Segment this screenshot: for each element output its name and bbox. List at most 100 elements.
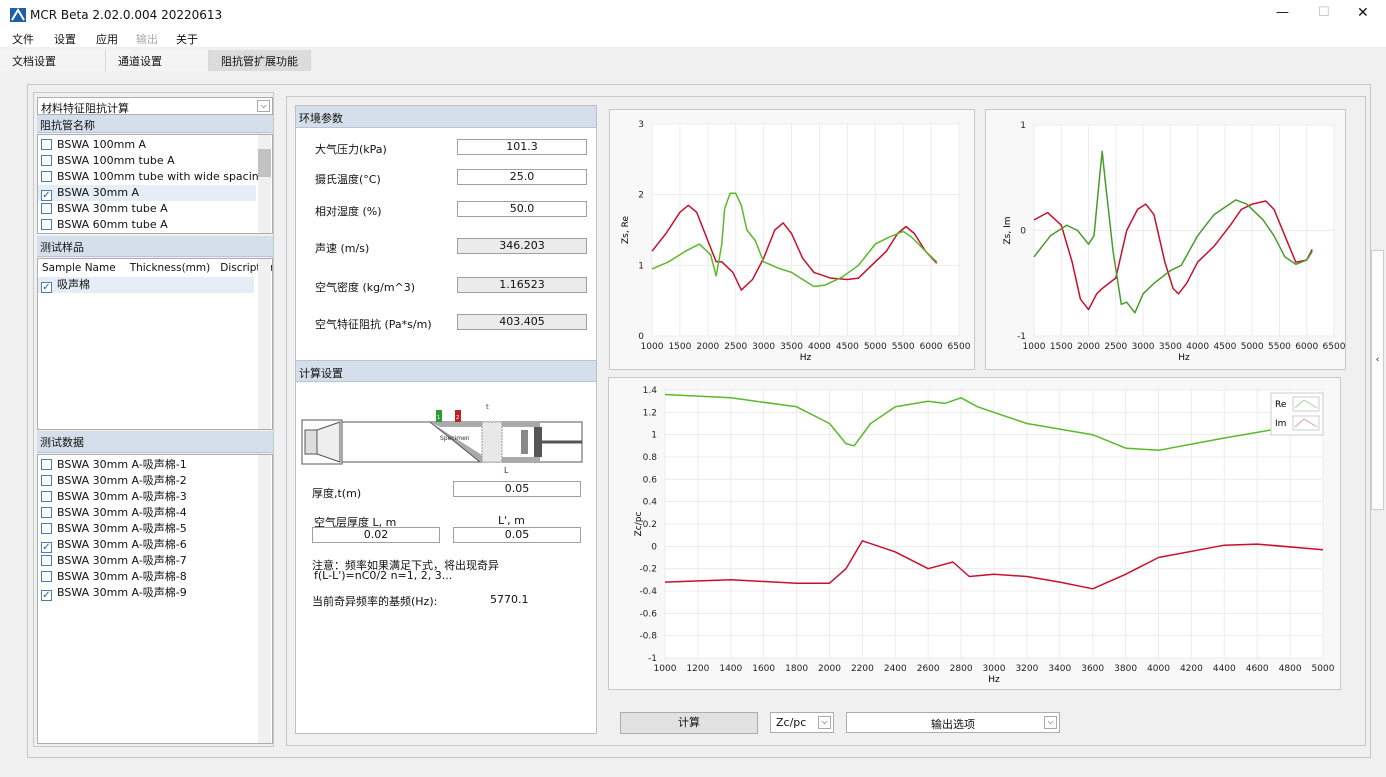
checkbox[interactable] bbox=[41, 219, 52, 230]
list-item[interactable]: BSWA 100mm tube with wide spacing bbox=[38, 169, 266, 185]
x-tick-label: 1500 bbox=[668, 342, 691, 352]
specimen-label: Specimen bbox=[440, 435, 470, 442]
checkbox[interactable] bbox=[41, 555, 52, 566]
menu-settings[interactable]: 设置 bbox=[54, 33, 76, 46]
list-item[interactable]: BSWA 30mm tube A bbox=[38, 201, 256, 217]
checkbox[interactable] bbox=[41, 491, 52, 502]
list-item[interactable]: BSWA 60mm tube A bbox=[38, 217, 256, 233]
legend-swatch bbox=[1292, 396, 1320, 412]
checkbox[interactable]: ✓ bbox=[41, 590, 52, 601]
x-tick-label: 1800 bbox=[785, 664, 808, 674]
checkbox[interactable] bbox=[41, 203, 52, 214]
sample-row[interactable]: ✓ 吸声棉 bbox=[38, 277, 254, 293]
x-tick-label: 1000 bbox=[641, 342, 664, 352]
list-item[interactable]: BSWA 30mm A-吸声棉-5 bbox=[38, 521, 256, 537]
column-sample-name[interactable]: Sample Name bbox=[42, 262, 116, 274]
env-value-field: 346.203 bbox=[457, 238, 587, 254]
env-value-field[interactable]: 101.3 bbox=[457, 139, 587, 155]
env-value-field[interactable]: 25.0 bbox=[457, 169, 587, 185]
checkbox[interactable] bbox=[41, 523, 52, 534]
maximize-button[interactable]: ☐ bbox=[1318, 5, 1330, 20]
tab-channel-settings[interactable]: 通道设置 bbox=[106, 50, 209, 71]
item-label: BSWA 100mm A bbox=[57, 138, 147, 151]
list-item[interactable]: BSWA 30mm A-吸声棉-2 bbox=[38, 473, 256, 489]
chevron-down-icon: ⌵ bbox=[818, 716, 831, 729]
checkbox[interactable]: ✓ bbox=[41, 190, 52, 201]
y-axis-label: Zs, Re bbox=[621, 216, 631, 244]
env-value-field: 1.16523 bbox=[457, 277, 587, 293]
data-list-scrollbar[interactable] bbox=[258, 455, 271, 743]
minimize-button[interactable]: — bbox=[1276, 5, 1289, 20]
menu-apply[interactable]: 应用 bbox=[96, 33, 118, 46]
checkbox[interactable]: ✓ bbox=[41, 282, 52, 293]
y-axis-label: Zc/pc bbox=[634, 512, 644, 537]
list-item[interactable]: BSWA 30mm A-吸声棉-7 bbox=[38, 553, 256, 569]
y-tick-label: -1 bbox=[648, 654, 657, 664]
tab-document-settings[interactable]: 文档设置 bbox=[0, 50, 106, 71]
list-item[interactable]: BSWA 30mm A-吸声棉-8 bbox=[38, 569, 256, 585]
checkbox[interactable] bbox=[41, 139, 52, 150]
menu-file[interactable]: 文件 bbox=[12, 33, 34, 46]
x-tick-label: 2600 bbox=[917, 664, 940, 674]
menu-output: 输出 bbox=[136, 33, 158, 46]
mode-select[interactable]: 材料特征阻抗计算 ⌵ bbox=[37, 97, 273, 115]
list-item[interactable]: ✓ BSWA 30mm A bbox=[38, 185, 256, 201]
calculate-button[interactable]: 计算 bbox=[620, 712, 758, 734]
close-button[interactable]: ✕ bbox=[1357, 5, 1369, 21]
y-tick-label: 1.4 bbox=[643, 386, 658, 396]
env-label: 摄氏温度(°C) bbox=[315, 173, 381, 186]
x-tick-label: 2800 bbox=[950, 664, 973, 674]
list-item[interactable]: BSWA 30mm A-吸声棉-4 bbox=[38, 505, 256, 521]
x-tick-label: 3000 bbox=[983, 664, 1006, 674]
sample-table-scrollbar[interactable] bbox=[258, 259, 271, 429]
app-logo-icon bbox=[10, 8, 26, 22]
note-formula: f(L-L')=nC0/2 n=1, 2, 3... bbox=[314, 569, 453, 582]
tube-list-scrollbar[interactable] bbox=[258, 135, 271, 233]
t-label: t bbox=[486, 403, 489, 411]
list-item[interactable]: ✓ BSWA 30mm A-吸声棉-6 bbox=[38, 537, 256, 553]
list-item[interactable]: BSWA 100mm A bbox=[38, 137, 256, 153]
tab-impedance-tube-ext[interactable]: 阻抗管扩展功能 bbox=[209, 50, 311, 71]
item-label: BSWA 30mm A-吸声棉-1 bbox=[57, 458, 187, 471]
y-tick-label: -0.6 bbox=[639, 609, 657, 619]
list-item[interactable]: BSWA 30mm A-吸声棉-1 bbox=[38, 457, 256, 473]
chevron-down-icon: ⌵ bbox=[1044, 716, 1057, 729]
singular-freq-value: 5770.1 bbox=[490, 593, 529, 606]
column-thickness[interactable]: Thickness(mm) bbox=[129, 262, 211, 274]
sample-table: Sample Name Thickness(mm) Discription ✓ 吸声棉 bbox=[37, 258, 273, 430]
x-tick-label: 4800 bbox=[1279, 664, 1302, 674]
list-item[interactable]: ✓ BSWA 30mm A-吸声棉-9 bbox=[38, 585, 256, 601]
output-options-dropdown[interactable]: 输出选项 ⌵ bbox=[846, 712, 1060, 733]
env-value-field[interactable]: 50.0 bbox=[457, 201, 587, 217]
lprime-label: L', m bbox=[498, 514, 525, 527]
thickness-input[interactable]: 0.05 bbox=[453, 481, 581, 497]
legend-swatch-line bbox=[1294, 399, 1318, 409]
air-gap-label: 空气层厚度 L, m bbox=[314, 516, 397, 529]
checkbox[interactable] bbox=[41, 571, 52, 582]
checkbox[interactable]: ✓ bbox=[41, 542, 52, 553]
series-line-1 bbox=[651, 192, 938, 288]
checkbox[interactable] bbox=[41, 475, 52, 486]
x-tick-label: 1400 bbox=[719, 664, 742, 674]
x-tick-label: 1000 bbox=[654, 664, 677, 674]
air-gap-input[interactable]: 0.02 bbox=[312, 527, 440, 543]
output-options-value: 输出选项 bbox=[931, 718, 975, 731]
list-item[interactable]: BSWA 100mm tube A bbox=[38, 153, 256, 169]
tube-list: BSWA 100mm A BSWA 100mm tube A BSWA 100mm … bbox=[37, 134, 273, 234]
x-tick-label: 2000 bbox=[818, 664, 841, 674]
side-collapse-button[interactable]: ‹ bbox=[1371, 250, 1384, 510]
checkbox[interactable] bbox=[41, 507, 52, 518]
x-tick-label: 1200 bbox=[686, 664, 709, 674]
list-item[interactable]: BSWA 30mm A-吸声棉-3 bbox=[38, 489, 256, 505]
x-tick-label: 2000 bbox=[696, 342, 719, 352]
x-tick-label: 2000 bbox=[1077, 342, 1100, 352]
x-tick-label: 6500 bbox=[948, 342, 971, 352]
x-tick-label: 3600 bbox=[1081, 664, 1104, 674]
lprime-input[interactable]: 0.05 bbox=[453, 527, 581, 543]
item-label: BSWA 30mm A-吸声棉-2 bbox=[57, 474, 187, 487]
menu-about[interactable]: 关于 bbox=[176, 33, 198, 46]
checkbox[interactable] bbox=[41, 459, 52, 470]
mode-dropdown[interactable]: Zc/pc ⌵ bbox=[770, 712, 834, 733]
checkbox[interactable] bbox=[41, 155, 52, 166]
checkbox[interactable] bbox=[41, 171, 52, 182]
